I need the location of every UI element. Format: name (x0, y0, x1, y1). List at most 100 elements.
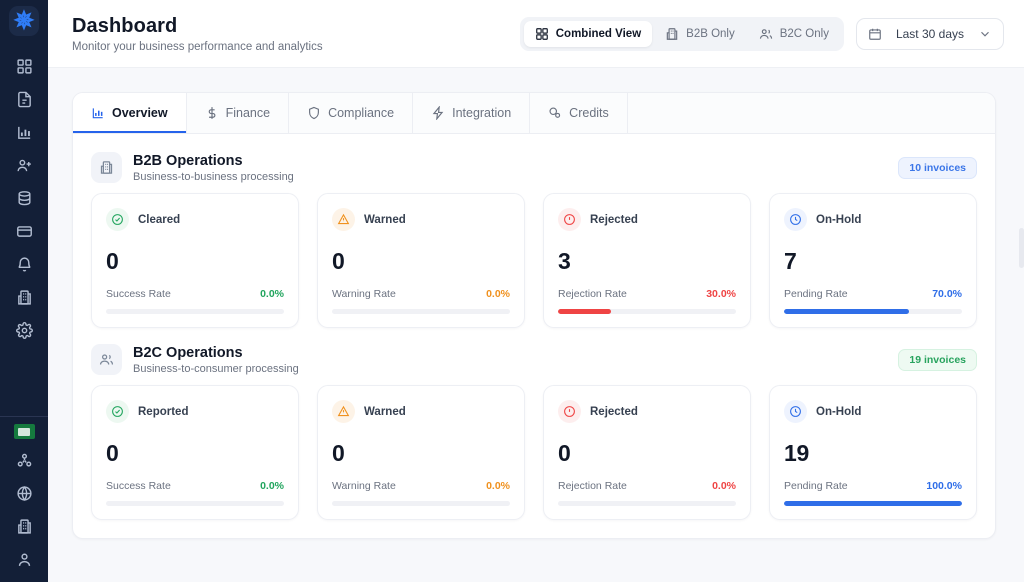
card-icon (16, 226, 32, 237)
tab-compliance[interactable]: Compliance (289, 93, 414, 133)
flag-icon-emblem (18, 427, 30, 436)
metric-card[interactable]: On-Hold 7 Pending Rate 70.0% (769, 193, 977, 328)
sidebar-item-documents[interactable] (7, 83, 41, 116)
sidebar-item-company[interactable] (7, 510, 41, 543)
sidebar-item-add-user[interactable] (7, 149, 41, 182)
metric-card[interactable]: Rejected 0 Rejection Rate 0.0% (543, 385, 751, 520)
grid-icon (535, 27, 548, 40)
user-plus-icon (16, 159, 31, 172)
card-label: Reported (138, 405, 189, 418)
card-rate: 70.0% (932, 288, 962, 300)
building-icon (17, 290, 31, 305)
section-title: B2C Operations (133, 344, 243, 361)
card-foot-label: Rejection Rate (558, 288, 627, 300)
metric-card[interactable]: Rejected 3 Rejection Rate 30.0% (543, 193, 751, 328)
top-bar: Dashboard Monitor your business performa… (48, 0, 1024, 68)
view-toggle-b2c[interactable]: B2C Only (748, 21, 840, 47)
sidebar-item-language[interactable] (7, 477, 41, 510)
users-icon (759, 28, 772, 39)
flag-icon[interactable] (13, 424, 35, 439)
progress-track (106, 309, 284, 314)
metric-card[interactable]: Reported 0 Success Rate 0.0% (91, 385, 299, 520)
card-header: Reported (106, 400, 284, 423)
page-subtitle: Monitor your business performance and an… (72, 40, 323, 53)
sidebar-item-analytics[interactable] (7, 116, 41, 149)
scrollbar-thumb[interactable] (1019, 228, 1024, 268)
view-toggle-combined[interactable]: Combined View (523, 20, 653, 47)
page-title: Dashboard (72, 14, 178, 37)
card-label: Warned (364, 213, 406, 226)
card-foot-label: Success Rate (106, 288, 171, 300)
tab-overview-label: Overview (112, 106, 168, 120)
users-icon (91, 344, 122, 375)
progress-track (558, 501, 736, 506)
snowflake-logo[interactable]: ✵ (9, 6, 39, 36)
sidebar-divider (0, 416, 48, 417)
tab-integration[interactable]: Integration (413, 93, 531, 133)
card-foot-label: Success Rate (106, 480, 171, 492)
sidebar-item-billing[interactable] (7, 215, 41, 248)
card-footer: Warning Rate 0.0% (332, 288, 510, 300)
card-rate: 0.0% (486, 480, 510, 492)
view-toggle-b2b[interactable]: B2B Only (654, 21, 746, 47)
card-footer: Rejection Rate 0.0% (558, 480, 736, 492)
card-rate: 30.0% (706, 288, 736, 300)
chevron-down-icon (981, 31, 989, 37)
card-header: Rejected (558, 208, 736, 231)
sidebar-item-database[interactable] (7, 182, 41, 215)
card-foot-label: Pending Rate (784, 288, 848, 300)
sidebar-item-dashboard[interactable] (7, 50, 41, 83)
card-footer: Pending Rate 70.0% (784, 288, 962, 300)
sidebar: ✵ (0, 0, 48, 582)
card-rate: 0.0% (260, 288, 284, 300)
card-header: On-Hold (784, 208, 962, 231)
credits-icon (549, 107, 561, 118)
card-header: On-Hold (784, 400, 962, 423)
view-toggle-combined-label: Combined View (555, 27, 642, 40)
card-foot-label: Pending Rate (784, 480, 848, 492)
bar-chart-icon (92, 108, 103, 119)
progress-track (332, 501, 510, 506)
metric-card[interactable]: Warned 0 Warning Rate 0.0% (317, 193, 525, 328)
progress-track (332, 309, 510, 314)
sidebar-bottom-group (7, 417, 41, 582)
card-label: Rejected (590, 213, 638, 226)
error-circle-icon (558, 400, 581, 423)
tab-credits-label: Credits (569, 106, 609, 120)
building-icon (666, 27, 678, 40)
sidebar-item-organizations[interactable] (7, 281, 41, 314)
sidebar-item-profile[interactable] (7, 543, 41, 576)
metric-card[interactable]: Warned 0 Warning Rate 0.0% (317, 385, 525, 520)
metric-card[interactable]: On-Hold 19 Pending Rate 100.0% (769, 385, 977, 520)
card-footer: Warning Rate 0.0% (332, 480, 510, 492)
section-header-b2c: B2C Operations Business-to-consumer proc… (91, 340, 977, 385)
date-range-picker[interactable]: Last 30 days (855, 17, 1004, 50)
card-header: Warned (332, 400, 510, 423)
section-subtitle: Business-to-business processing (133, 170, 294, 183)
shield-icon (309, 106, 320, 120)
view-toggle-b2b-label: B2B Only (686, 27, 735, 40)
sitemap-icon (17, 453, 31, 467)
user-icon (18, 553, 30, 566)
check-circle-icon (106, 208, 129, 231)
tab-credits[interactable]: Credits (530, 93, 628, 133)
sidebar-item-notifications[interactable] (7, 248, 41, 281)
metric-cards-b2c: Reported 0 Success Rate 0.0% (91, 385, 977, 520)
tab-finance[interactable]: Finance (187, 93, 290, 133)
card-header: Rejected (558, 400, 736, 423)
snowflake-logo-glyph: ✵ (13, 6, 35, 35)
card-label: On-Hold (816, 213, 862, 226)
clock-icon (784, 400, 807, 423)
metric-card[interactable]: Cleared 0 Success Rate 0.0% (91, 193, 299, 328)
card-footer: Rejection Rate 30.0% (558, 288, 736, 300)
section-header-b2b: B2B Operations Business-to-business proc… (91, 148, 977, 193)
card-label: Cleared (138, 213, 181, 226)
section-title-group-b2b: B2B Operations Business-to-business proc… (133, 153, 294, 183)
building-icon (17, 519, 31, 534)
tab-overview[interactable]: Overview (73, 93, 187, 133)
page-heading-group: Dashboard Monitor your business performa… (72, 15, 323, 53)
sidebar-item-sitemap[interactable] (7, 444, 41, 477)
sidebar-item-settings[interactable] (7, 314, 41, 347)
card-footer: Success Rate 0.0% (106, 480, 284, 492)
card-value: 3 (558, 248, 571, 274)
